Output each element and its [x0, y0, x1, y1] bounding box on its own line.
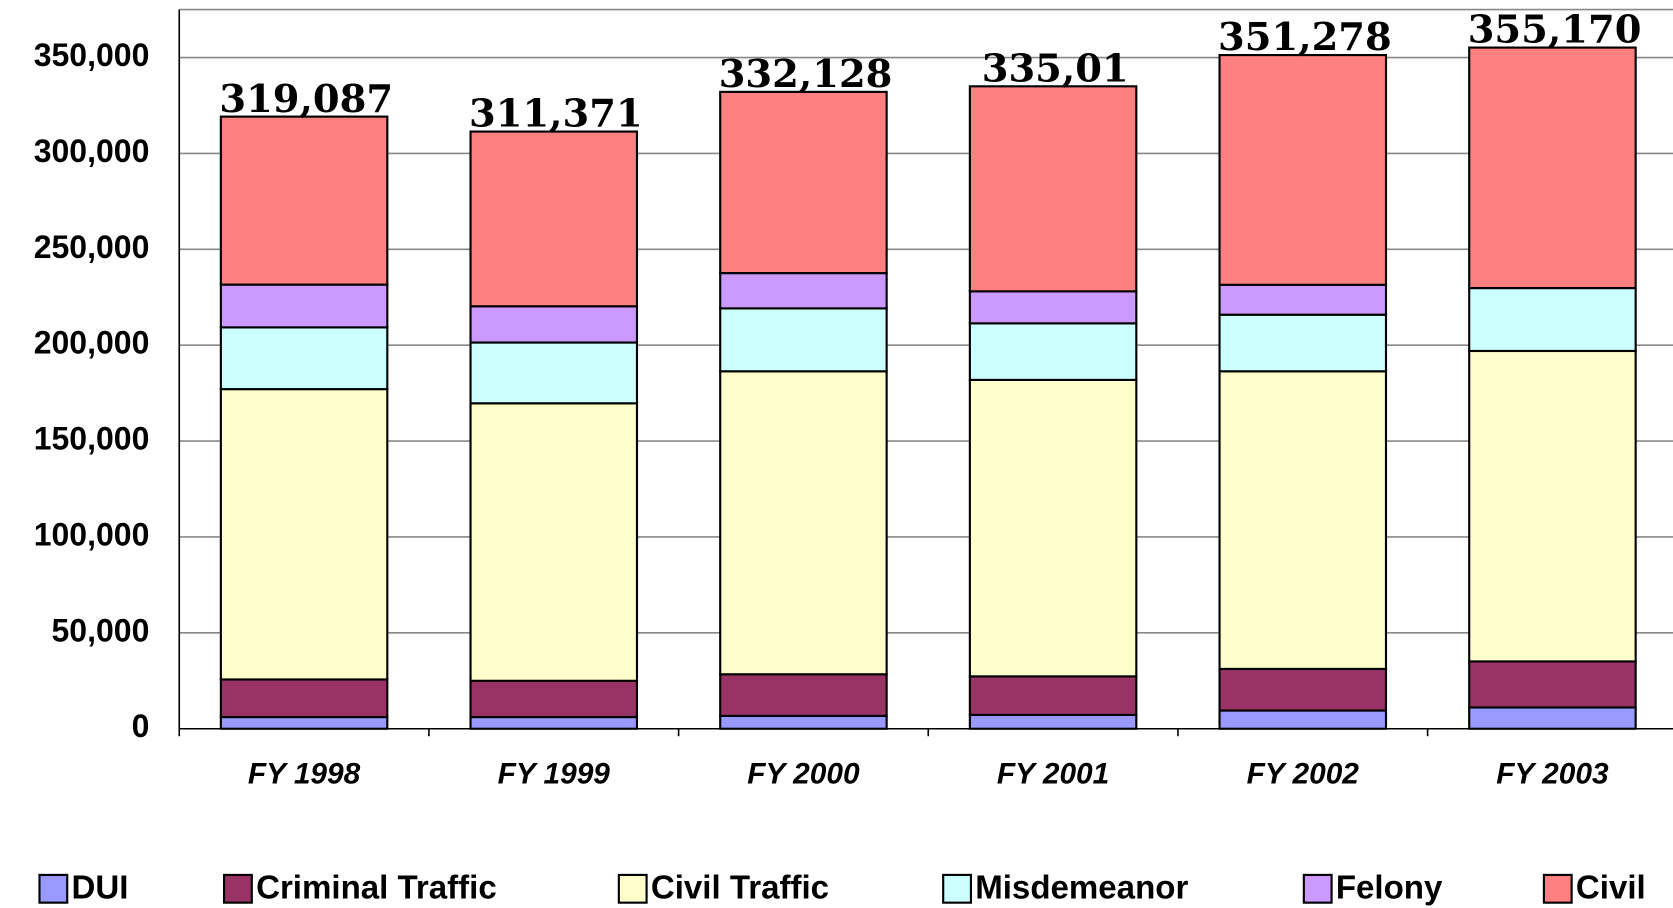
bar-segment	[968, 322, 1138, 381]
bar-segment	[1468, 286, 1637, 353]
bar-segment	[719, 370, 888, 676]
bar-segment	[219, 115, 389, 286]
legend-swatch	[617, 873, 648, 904]
x-tick-label: FY 2003	[1496, 758, 1609, 791]
total-label: 319,087	[219, 77, 393, 122]
bar-segment	[719, 714, 888, 730]
bar-segment	[469, 341, 639, 405]
legend-label: Civil Traffic	[651, 870, 829, 907]
bar-segment	[1218, 313, 1388, 373]
bar-segment	[719, 90, 888, 275]
legend-label: DUI	[71, 870, 128, 907]
y-tick-label: 150,000	[34, 421, 150, 457]
x-tick-label: FY 2002	[1247, 758, 1360, 791]
bar-segment	[1468, 46, 1637, 290]
labels: 0 50,000 100,000 150,000 200,000 250,000 300,0…	[34, 8, 1646, 907]
legend-swatch	[222, 873, 253, 904]
bar-segment	[1218, 709, 1388, 730]
legend-label: Misdemeanor	[975, 870, 1188, 907]
bar-segment	[219, 715, 389, 730]
bar-segment	[719, 272, 888, 310]
bar-segment	[219, 326, 389, 391]
y-tick-label: 0	[132, 708, 150, 744]
legend-swatch	[1542, 873, 1573, 904]
bar-segment	[1468, 660, 1637, 709]
y-tick-label: 50,000	[52, 612, 150, 648]
bar-segment	[1468, 706, 1637, 730]
bar-segment	[1218, 53, 1388, 286]
bar-segment	[469, 305, 639, 344]
y-tick-label: 100,000	[34, 516, 150, 552]
bar-segment	[968, 378, 1138, 678]
legend-label: Criminal Traffic	[256, 870, 497, 907]
x-tick-label: FY 1998	[248, 758, 361, 791]
y-tick-label: 200,000	[34, 325, 150, 361]
bar-segment	[1218, 283, 1388, 316]
bar-segment	[968, 675, 1138, 717]
x-tick-label: FY 2000	[747, 758, 860, 791]
bars	[219, 46, 1637, 730]
grid	[178, 8, 1673, 737]
bar-segment	[469, 402, 639, 682]
bar-segment	[469, 679, 639, 719]
bar-segment	[469, 130, 639, 308]
bar-segment	[968, 85, 1138, 293]
x-tick-label: FY 2001	[997, 758, 1109, 791]
total-label: 351,278	[1218, 15, 1392, 60]
legend-label: Civil	[1576, 870, 1646, 907]
total-label: 311,371	[469, 92, 643, 137]
legend-swatch	[38, 873, 69, 904]
total-label: 355,170	[1468, 8, 1642, 53]
y-tick-label: 250,000	[34, 229, 150, 265]
bar-segment	[1468, 349, 1637, 663]
bar-segment	[219, 388, 389, 681]
bar-segment	[719, 673, 888, 717]
legend-label: Felony	[1336, 870, 1443, 907]
bar-segment	[1218, 370, 1388, 670]
legend-swatch	[1302, 873, 1333, 904]
bar-segment	[1218, 667, 1388, 712]
legend-swatch	[942, 873, 973, 904]
total-label: 332,128	[719, 52, 893, 97]
bar-segment	[219, 283, 389, 329]
bar-segment	[469, 715, 639, 730]
y-tick-label: 350,000	[34, 37, 150, 73]
total-label: 335,01	[982, 46, 1129, 91]
bar-segment	[968, 290, 1138, 325]
bar-segment	[219, 678, 389, 719]
bar-segment	[968, 713, 1138, 730]
bar-segment	[719, 307, 888, 373]
y-tick-label: 300,000	[34, 133, 150, 169]
x-tick-label: FY 1999	[498, 758, 611, 791]
